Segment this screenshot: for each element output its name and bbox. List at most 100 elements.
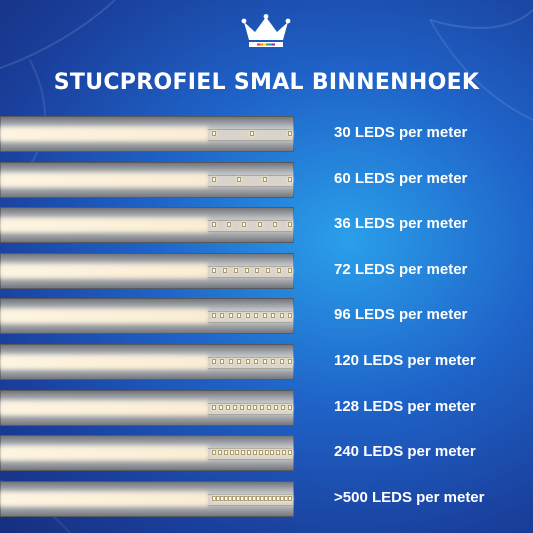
led-chip [267,404,272,410]
led-chip [279,359,284,364]
led-strip-row: >500 LEDS per meter [0,477,533,519]
led-chip [241,450,246,456]
led-chip [228,359,233,364]
led-profile-image [0,207,294,244]
led-chip [225,404,230,410]
led-density-label: 120 LEDS per meter [334,352,476,369]
led-chip [262,176,267,182]
led-density-label: 96 LEDS per meter [334,306,468,324]
led-chip [288,404,292,410]
led-chip [232,404,237,410]
led-chip [233,267,238,273]
diffuser-glow [0,127,208,141]
diffuser-glow [0,263,208,278]
led-chip [212,131,216,136]
diffuser-glow [0,446,208,461]
led-strip-row: 36 LEDS per meter [0,203,533,245]
led-chip [284,495,288,501]
led-density-label: 72 LEDS per meter [334,260,468,278]
led-strip-row: 96 LEDS per meter [0,294,533,336]
led-chip [247,450,252,456]
led-chip [218,404,223,410]
led-chip [274,404,279,410]
led-chip [237,313,242,319]
led-chip [288,359,292,364]
led-chip [252,495,256,501]
led-density-label: >500 LEDS per meter [334,488,485,506]
led-chip [223,450,228,456]
led-profile-image [0,435,294,472]
led-chip [244,267,249,273]
led-chip [216,495,220,501]
led-chip [228,495,232,501]
crown-icon [241,14,291,47]
led-chip [276,450,281,456]
led-profile-image [0,161,294,198]
diffuser-glow [0,309,208,324]
led-chip [245,313,250,319]
led-chip [260,404,265,410]
led-chip [212,359,216,364]
led-chip [277,267,282,273]
diffuser-glow [0,218,208,233]
led-density-label: 36 LEDS per meter [334,215,468,233]
led-chip [212,404,216,410]
led-strip-row: 128 LEDS per meter [0,386,533,428]
led-chip [240,495,244,501]
led-strip-row: 120 LEDS per meter [0,340,533,382]
led-chip [262,359,267,364]
led-chip [220,359,225,364]
led-chip [271,359,276,364]
led-chip [288,495,292,501]
diffuser-glow [0,355,208,369]
led-profile-image [0,480,294,517]
led-profile-image [0,389,294,426]
led-chip [254,313,259,319]
diffuser-glow [0,400,208,415]
led-profile-image [0,298,294,335]
led-chip [220,313,225,319]
diffuser-glow [0,172,208,187]
led-strip-pcb [208,265,292,278]
led-chip [264,495,268,501]
led-chip [239,404,244,410]
led-chip [288,131,292,136]
led-strip-row: 240 LEDS per meter [0,431,533,473]
led-chip [227,222,232,228]
led-chip [272,222,277,228]
page-title: STUCPROFIEL SMAL BINNENHOEK [53,70,480,95]
led-density-label: 30 LEDS per meter [334,124,468,141]
led-chip [280,495,284,501]
led-density-label: 128 LEDS per meter [334,397,476,415]
led-chip [217,450,222,456]
led-chip [246,404,251,410]
led-chip [242,222,247,228]
led-chip [279,313,284,319]
led-chip [212,176,216,182]
led-chip [288,176,292,182]
led-profile-image [0,116,294,152]
led-strip-pcb [208,220,292,233]
led-profile-image [0,344,294,380]
led-chip [212,450,216,456]
led-chip [245,359,250,364]
led-chip [254,359,259,364]
led-chip [232,495,236,501]
led-chip [288,450,292,456]
led-chip [257,222,262,228]
led-chip [252,450,257,456]
led-chip [212,267,216,273]
led-chip [248,495,252,501]
led-chip [212,222,216,228]
led-chip [250,131,254,136]
led-strip-row: 30 LEDS per meter [0,112,533,154]
led-chip [264,450,269,456]
diffuser-glow [0,491,208,506]
led-chip [224,495,228,501]
led-chip [220,495,224,501]
led-chip [288,222,292,228]
led-density-label: 240 LEDS per meter [334,443,476,461]
led-chip [268,495,272,501]
led-chip [244,495,248,501]
led-chip [212,313,216,319]
